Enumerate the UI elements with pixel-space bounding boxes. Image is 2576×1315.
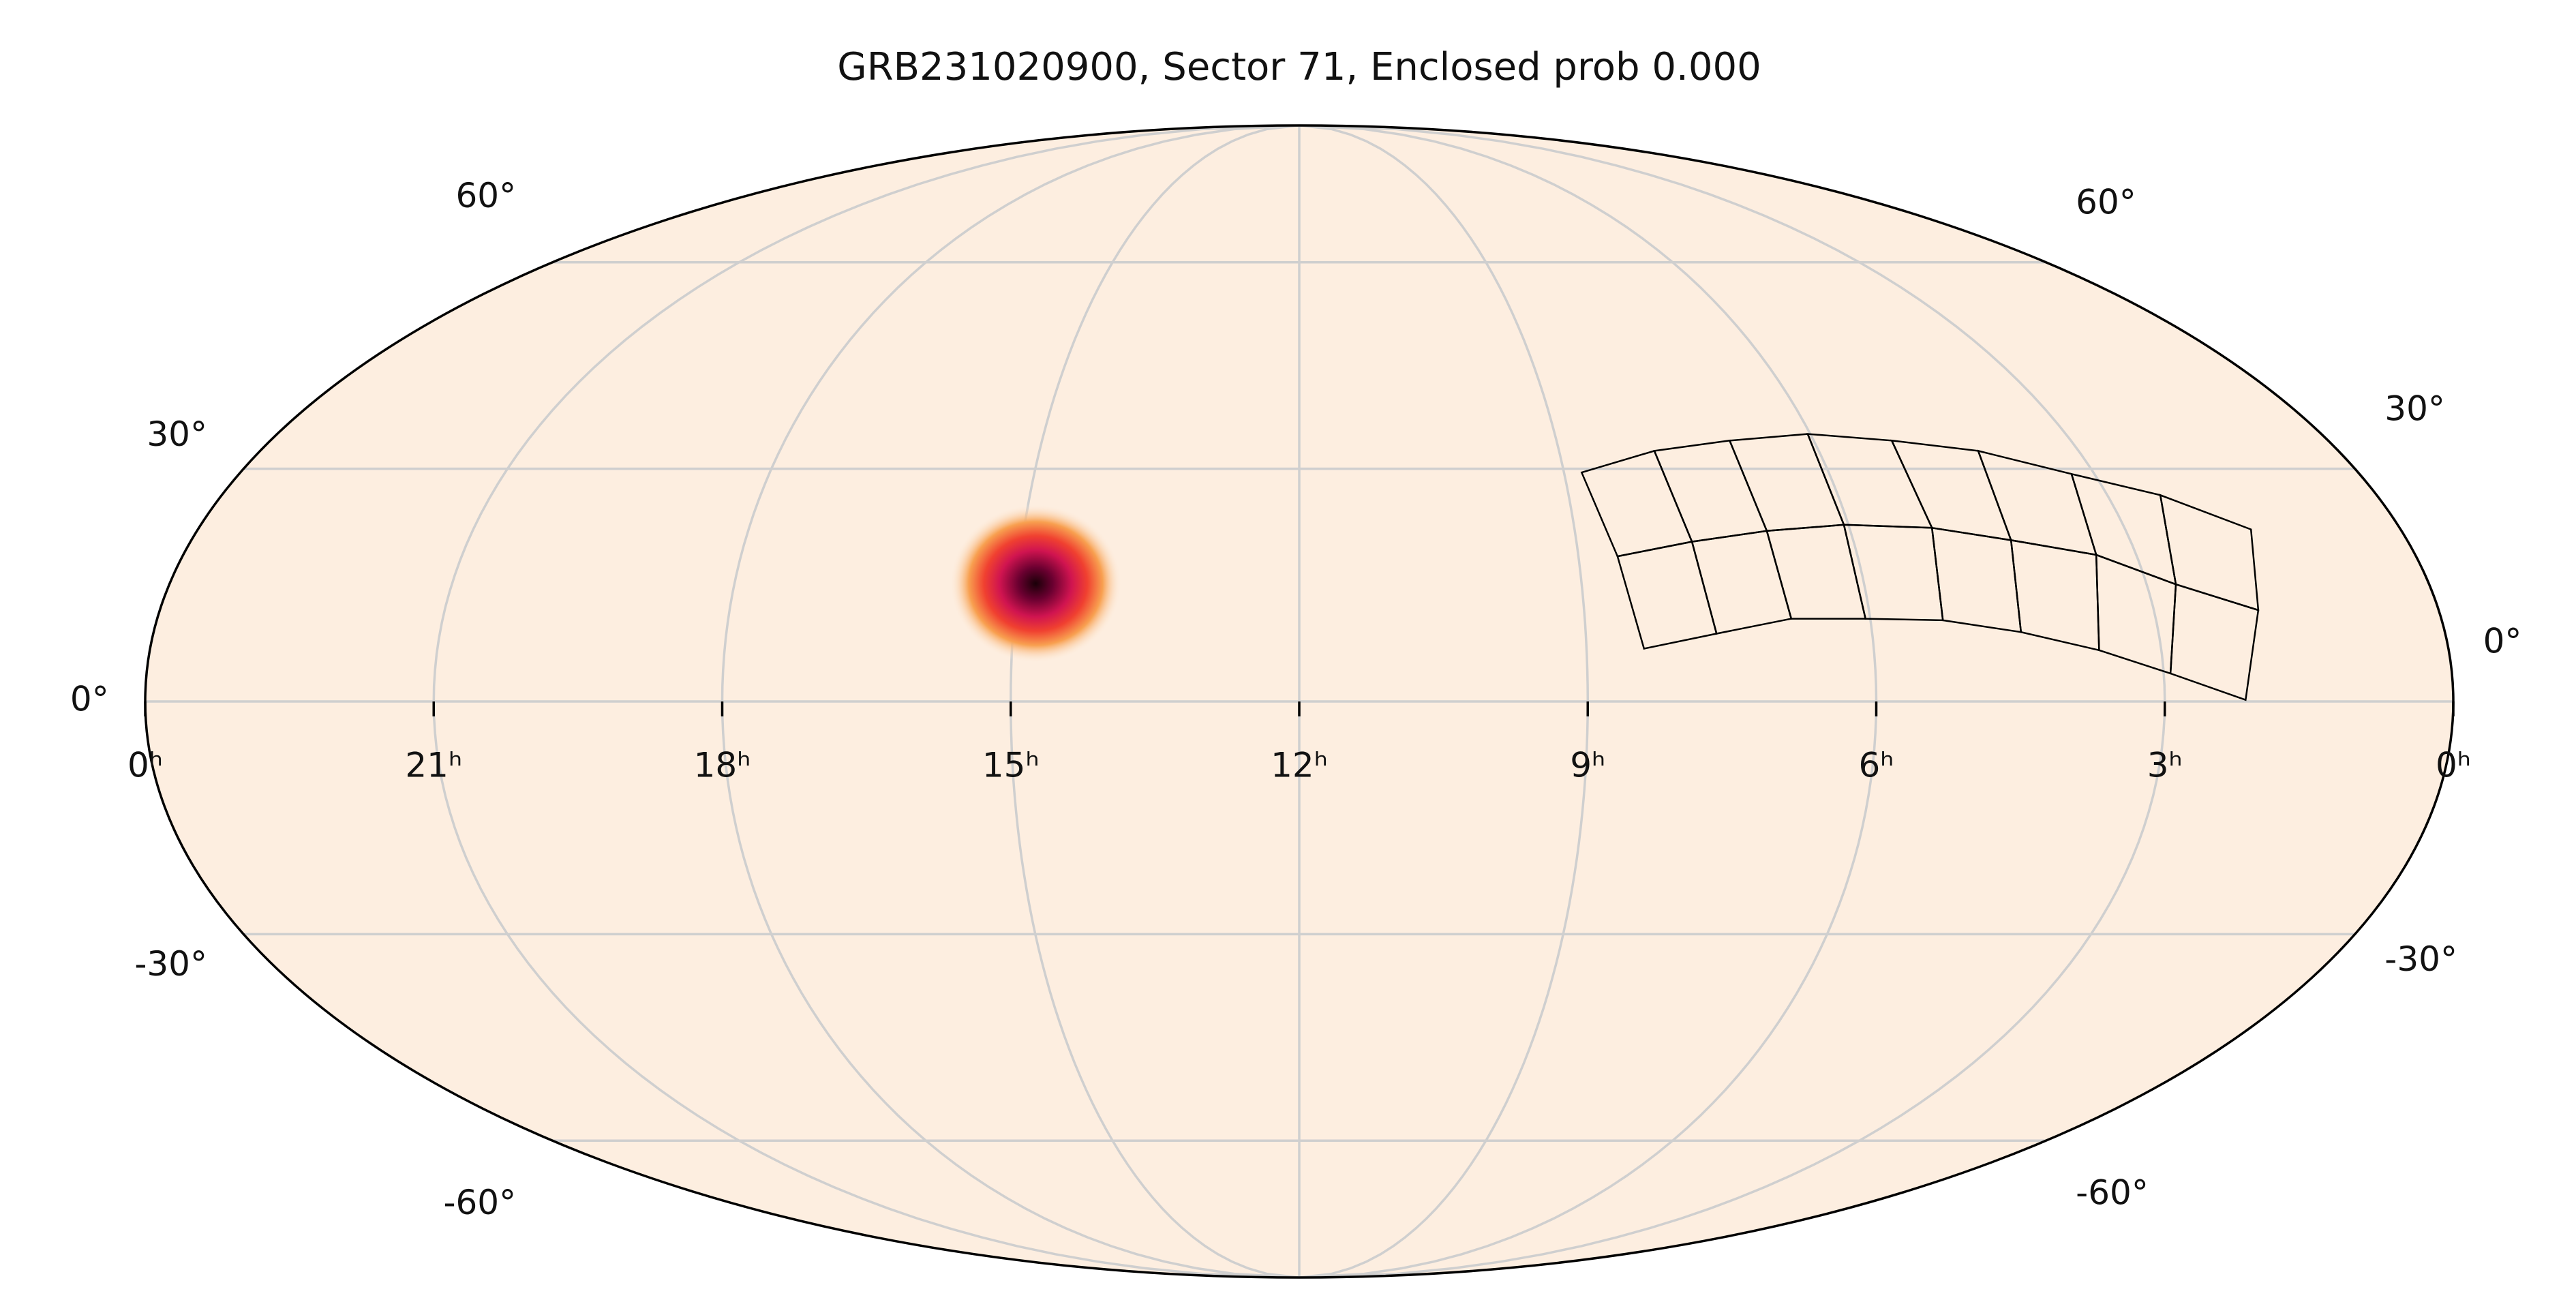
y-tick-label: -60° <box>2076 1173 2149 1213</box>
y-tick-label: 60° <box>2076 182 2136 222</box>
y-tick-label: -30° <box>134 944 207 984</box>
y-tick-label: -30° <box>2384 939 2457 979</box>
footprint-tile <box>2169 583 2260 701</box>
labels: -60° -60° -30° -30° 0° 0° 30° 30° 60° 60° 0ʰ 21ʰ 18ʰ… <box>70 176 2522 1222</box>
x-tick-label: 0ʰ <box>127 745 163 785</box>
x-tick-label: 15ʰ <box>982 745 1040 785</box>
x-tick-label: 12ʰ <box>1271 745 1328 785</box>
x-tick-label: 3ʰ <box>2147 745 2183 785</box>
x-tick-label: 18ʰ <box>694 745 751 785</box>
y-tick-label: 30° <box>2384 389 2445 428</box>
y-tick-label: 0° <box>2483 622 2522 661</box>
chart-title: GRB231020900, Sector 71, Enclosed prob 0… <box>837 45 1761 89</box>
y-tick-label: 60° <box>456 176 517 215</box>
x-tick-label: 21ʰ <box>405 745 462 785</box>
x-tick-label: 6ʰ <box>1858 745 1894 785</box>
x-tick-label: 0ʰ <box>2436 745 2471 785</box>
y-tick-label: 30° <box>147 414 207 454</box>
y-tick-label: 0° <box>70 680 109 719</box>
y-tick-label: -60° <box>443 1183 516 1222</box>
x-tick-label: 9ʰ <box>1570 745 1605 785</box>
marks <box>950 433 2260 701</box>
localization <box>950 504 1122 663</box>
